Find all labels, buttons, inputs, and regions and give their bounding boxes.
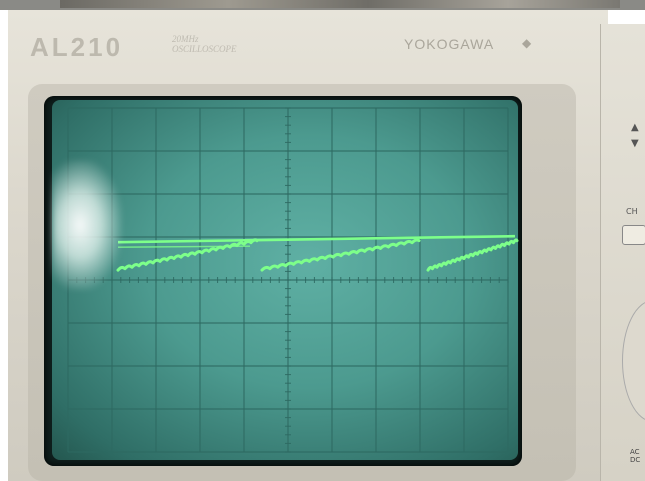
trace-step-segment xyxy=(440,261,447,268)
channel-label: CH xyxy=(626,207,638,216)
trace-step-segment xyxy=(453,257,460,263)
channel-button[interactable] xyxy=(622,225,645,245)
trace-step-segment xyxy=(462,254,469,261)
up-triangle-icon[interactable]: ▲ xyxy=(631,122,639,133)
trace-step-segment xyxy=(249,238,259,245)
trace-step-segment xyxy=(512,238,519,245)
maker-label: YOKOGAWA xyxy=(404,36,495,52)
trace-step-segment xyxy=(386,242,397,249)
trace-step-segment xyxy=(347,250,358,256)
trace-step-segment xyxy=(498,242,505,249)
trace-step-segment xyxy=(444,260,451,266)
trace-flat-line xyxy=(117,234,516,244)
trace-step-segment xyxy=(268,264,279,271)
subtitle-label: 20MHz OSCILLOSCOPE xyxy=(172,34,237,54)
trace-step-segment xyxy=(435,263,442,269)
waveform-trace xyxy=(116,234,519,272)
trace-step-segment xyxy=(221,244,231,250)
trace-step-segment xyxy=(260,265,271,272)
screen-glare xyxy=(52,160,122,290)
trace-step-segment xyxy=(363,247,374,253)
trace-step-segment xyxy=(458,255,465,262)
trace-step-segment xyxy=(410,238,421,245)
trace-step-segment xyxy=(200,248,210,255)
trace-step-segment xyxy=(292,260,302,266)
trace-step-segment xyxy=(193,250,203,256)
trace-step-segment xyxy=(379,244,389,250)
trace-step-segment xyxy=(284,261,295,268)
trace-step-segment xyxy=(300,258,310,265)
trace-step-segment xyxy=(307,257,318,263)
coupling-label-ac: AC xyxy=(630,448,640,456)
trace-step-segment xyxy=(426,265,433,272)
trace-step-segment xyxy=(339,251,350,258)
trace-step-segment xyxy=(165,255,175,262)
trace-step-segment xyxy=(494,244,501,250)
trace-step-segment xyxy=(130,263,140,269)
trace-step-segment xyxy=(467,252,474,259)
trace-step-segment xyxy=(144,260,154,266)
trace-step-segment xyxy=(476,250,483,256)
trace-step-segment xyxy=(485,247,492,253)
trace-step-segment xyxy=(431,264,438,271)
trace-step-segment xyxy=(242,239,252,246)
trace-step-segment xyxy=(449,258,456,265)
trace-step-segment xyxy=(186,251,196,258)
trace-step-segment xyxy=(276,263,287,269)
down-triangle-icon[interactable]: ▼ xyxy=(631,138,639,149)
trace-step-segment xyxy=(315,255,326,262)
trace-step-segment xyxy=(489,245,496,252)
trace-step-segment xyxy=(480,248,487,255)
trace-step-segment xyxy=(179,252,189,259)
graticule-grid xyxy=(67,107,509,453)
trace-step-segment xyxy=(371,245,381,252)
trace-step-segment xyxy=(228,242,238,249)
trace-step-segment xyxy=(471,251,478,258)
trace-step-segment xyxy=(394,241,405,248)
trace-step-segment xyxy=(214,245,224,252)
trace-step-segment xyxy=(331,252,342,259)
model-label: AL210 xyxy=(30,32,124,62)
trace-step-segment xyxy=(235,241,245,248)
trace-step-segment xyxy=(355,248,366,255)
trace-step-segment xyxy=(172,254,182,261)
trace-step-segment xyxy=(207,247,217,253)
trace-step-segment xyxy=(151,258,161,265)
trace-step-segment xyxy=(507,239,514,246)
trace-step-segment xyxy=(402,239,413,246)
coupling-labels: AC DC xyxy=(630,448,640,464)
trace-step-segment xyxy=(158,257,168,263)
top-background-objects xyxy=(60,0,620,8)
trace-step-segment xyxy=(123,264,133,271)
diamond-icon: ◆ xyxy=(522,36,532,50)
trace-step-segment xyxy=(137,261,147,268)
trace-step-segment xyxy=(323,254,334,261)
coupling-label-dc: DC xyxy=(630,456,641,464)
